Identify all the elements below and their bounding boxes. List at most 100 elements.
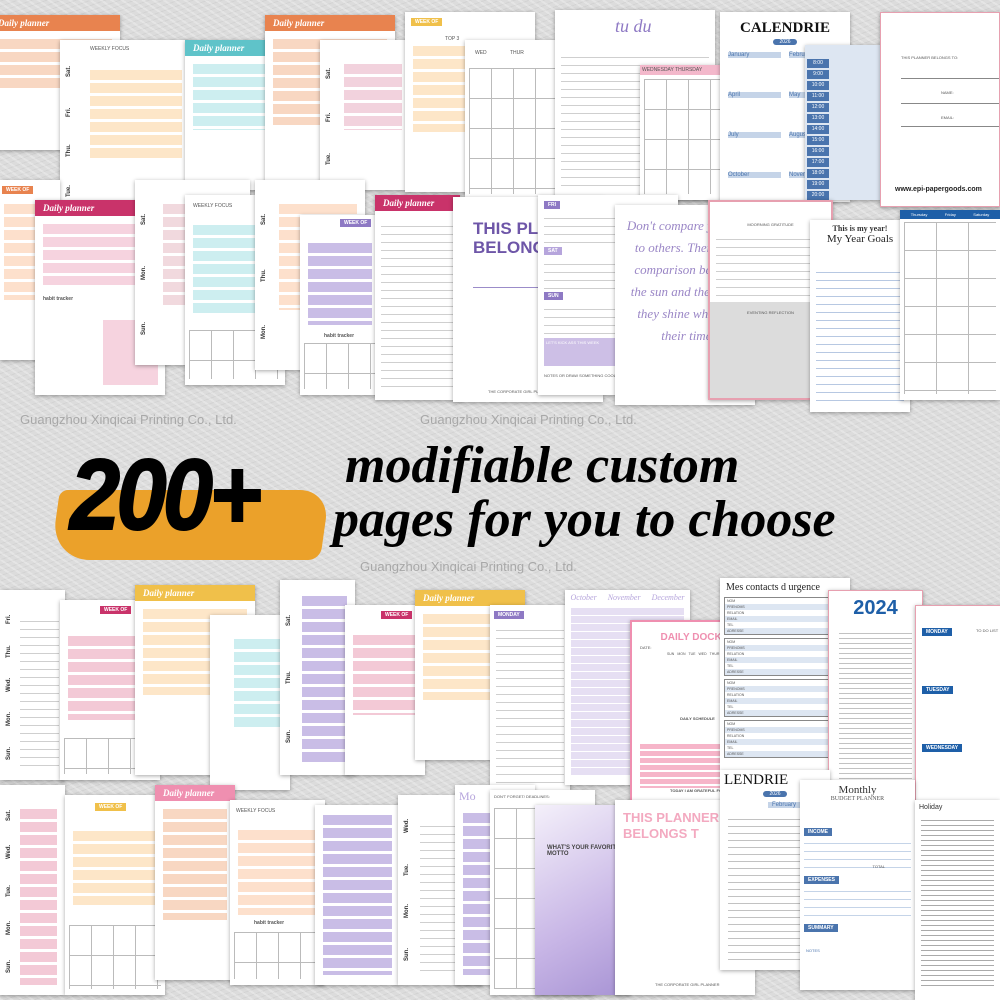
contact-field: RELATION bbox=[725, 692, 845, 698]
contact-field: TEL bbox=[725, 745, 845, 751]
contact-field: NOM bbox=[725, 598, 845, 604]
day-label: Sun. bbox=[6, 960, 12, 973]
page-title: 2024 bbox=[853, 597, 898, 619]
page-title: Mo bbox=[459, 789, 476, 803]
contact-field: PRENOMS bbox=[725, 645, 845, 651]
day-header: Thursday bbox=[910, 212, 928, 217]
day-label: Mon. bbox=[404, 904, 410, 919]
time-slot: 10:00 bbox=[807, 81, 829, 90]
contact-field: NOM bbox=[725, 680, 845, 686]
label: EVENTING REFLECTION bbox=[747, 310, 794, 315]
day-label: Thu. bbox=[286, 671, 292, 685]
label: WEEKLY FOCUS bbox=[193, 203, 233, 209]
day-label: Sun. bbox=[286, 729, 292, 743]
label: FRI bbox=[544, 201, 561, 209]
page-title: Daily planner bbox=[135, 585, 255, 601]
contact-field: ADRESSE bbox=[725, 751, 845, 757]
month-label: October bbox=[728, 172, 781, 178]
headline-number: 200+ bbox=[69, 439, 263, 551]
time-slot: 20:00 bbox=[807, 191, 829, 200]
planner-belongs-page: THIS PLANNER BELONGS TO: NAME: EMAIL: www.e… bbox=[880, 12, 1000, 207]
year-badge: 2026 bbox=[763, 791, 787, 797]
weekday: TUE bbox=[688, 652, 696, 656]
label: WED bbox=[475, 50, 487, 56]
day-label: Fri. bbox=[326, 112, 332, 122]
contact-field: ADRESSE bbox=[725, 669, 845, 675]
day-label: Tue. bbox=[404, 863, 410, 876]
time-slot: 16:00 bbox=[807, 147, 829, 156]
label: MONDAY bbox=[922, 628, 952, 636]
monthly-budget-page: Monthly BUDGET PLANNER INCOME TOTAL EXPENSES… bbox=[800, 780, 915, 990]
weekly-page-pink: Sat. Fri. Tue. bbox=[320, 40, 410, 190]
label: NOTES OR DRAW SOMETHING COOL! bbox=[544, 373, 617, 378]
time-slot: 9:00 bbox=[807, 70, 829, 79]
day-label: Tue. bbox=[326, 153, 332, 166]
daily-planner-page-pink: Daily planner bbox=[155, 785, 235, 980]
contact-block: NOM PRENOMS RELATION EMAIL TEL ADRESSE bbox=[724, 679, 846, 717]
label: WEEK OF bbox=[381, 611, 413, 619]
page-title: THIS PLANNER BELONGS T bbox=[623, 810, 720, 841]
label: WEEKLY FOCUS bbox=[90, 46, 130, 52]
day-header: Saturday bbox=[973, 212, 990, 217]
time-slot: 12:00 bbox=[807, 103, 829, 112]
title-line: BELONGS bbox=[473, 238, 558, 257]
page-title: CALENDRIE bbox=[739, 20, 830, 36]
label: THURSDAY bbox=[675, 67, 703, 73]
contact-field: EMAIL bbox=[725, 698, 845, 704]
label: TUESDAY bbox=[922, 686, 954, 694]
time-slot: 18:00 bbox=[807, 169, 829, 178]
label: This is my year! bbox=[832, 224, 888, 233]
label: WEEK OF bbox=[2, 186, 34, 194]
month-label: April bbox=[728, 92, 781, 98]
watermark: Guangzhou Xinqicai Printing Co., Ltd. bbox=[420, 412, 637, 427]
daily-todo-page-blue: MONDAY TO DO LIST TUESDAY WEDNESDAY bbox=[915, 605, 1000, 805]
weekly-focus-page-peach: WEEKLY FOCUS habit tracker bbox=[230, 800, 325, 985]
day-label: Mon. bbox=[261, 324, 267, 339]
weekday: SUN bbox=[666, 652, 675, 656]
contact-field: RELATION bbox=[725, 733, 845, 739]
page-title: My Year Goals bbox=[826, 233, 894, 245]
contact-block: NOM PRENOMS RELATION EMAIL TEL ADRESSE bbox=[724, 720, 846, 758]
label: WHAT'S YOUR FAVORITE MOTTO bbox=[547, 845, 621, 857]
time-slot: 13:00 bbox=[807, 114, 829, 123]
label: NOTES bbox=[806, 948, 820, 953]
page-title: Daily planner bbox=[35, 200, 165, 216]
label: WEEK OF bbox=[340, 219, 372, 227]
contact-field: EMAIL bbox=[725, 739, 845, 745]
page-title: Daily planner bbox=[415, 590, 525, 606]
day-label: Sun. bbox=[6, 747, 12, 760]
label: TOTAL bbox=[872, 864, 885, 869]
day-label: Sat. bbox=[261, 214, 267, 226]
contact-field: PRENOMS bbox=[725, 727, 845, 733]
day-label: Sun. bbox=[404, 947, 410, 961]
day-label: Mon. bbox=[6, 712, 12, 726]
time-slot: 17:00 bbox=[807, 158, 829, 167]
label: MONDAY bbox=[494, 611, 524, 619]
label: INCOME bbox=[804, 828, 832, 836]
page-title: Daily planner bbox=[155, 785, 235, 801]
contact-field: TEL bbox=[725, 663, 845, 669]
month-label: December bbox=[651, 593, 685, 602]
weekly-page-pink-3: Sat. Wed. Tue. Mon. Sun. bbox=[0, 785, 65, 995]
month-label: July bbox=[728, 132, 781, 138]
time-slot: 15:00 bbox=[807, 136, 829, 145]
website-label: www.epi-papergoods.com bbox=[895, 186, 982, 193]
label: EXPENSES bbox=[804, 876, 839, 884]
contact-field: NOM bbox=[725, 721, 845, 727]
contact-field: TEL bbox=[725, 704, 845, 710]
footer-label: THE CORPORATE GIRL PLANNER bbox=[488, 389, 553, 394]
label: DATE: bbox=[640, 645, 652, 650]
headline-line-1: modifiable custom bbox=[345, 437, 740, 494]
label: THIS PLANNER BELONGS TO: bbox=[901, 55, 959, 60]
label: WEEK OF bbox=[411, 18, 443, 26]
page-title: Daily planner bbox=[375, 195, 460, 211]
label: WEDNESDAY bbox=[642, 67, 674, 73]
day-label: Wed. bbox=[6, 844, 12, 859]
weekday: THUR bbox=[709, 652, 720, 656]
label: habit tracker bbox=[43, 296, 74, 302]
label: habit tracker bbox=[254, 920, 285, 926]
page-title: Daily planner bbox=[265, 15, 395, 31]
page-title: Monthly bbox=[838, 784, 877, 796]
label: TODAY I AM GRATEFUL FOR bbox=[670, 788, 725, 793]
label: WEEK OF bbox=[95, 803, 127, 811]
